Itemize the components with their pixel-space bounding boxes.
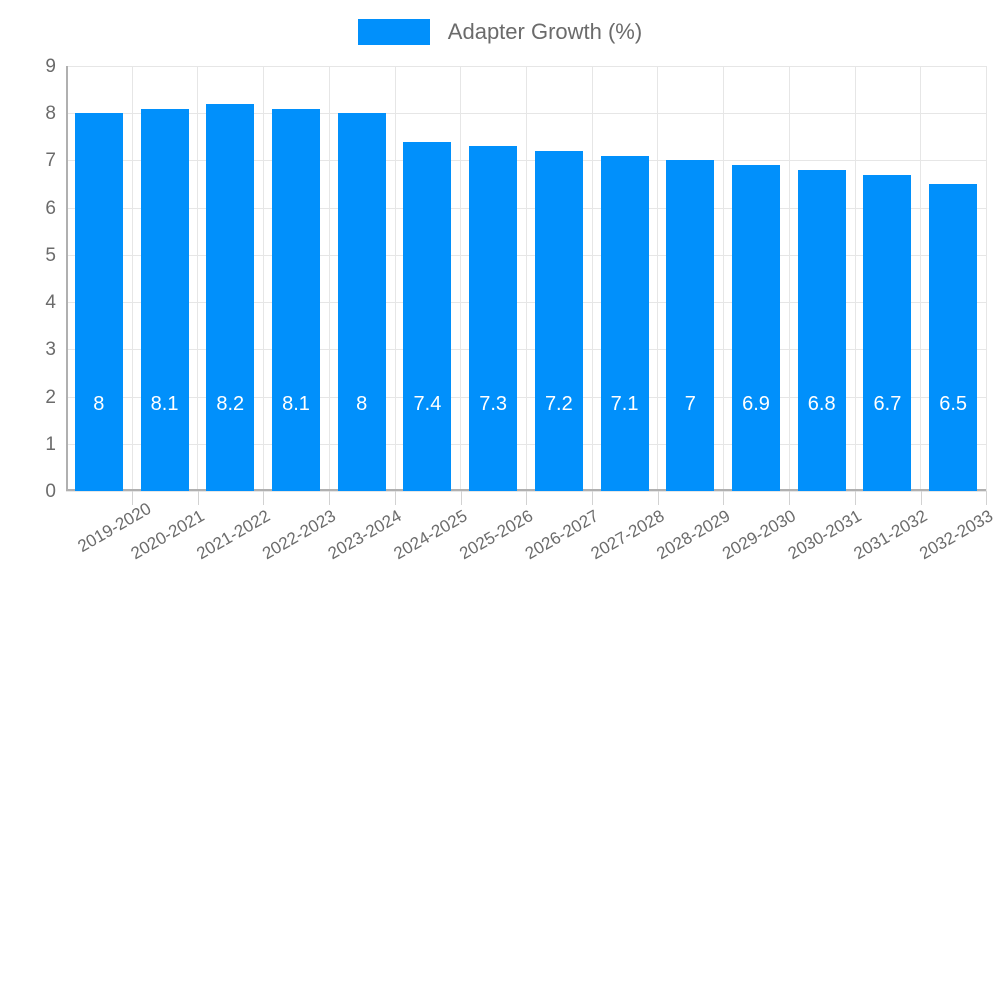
x-axis-tick-mark [329, 491, 331, 505]
gridline-vertical [591, 66, 593, 491]
x-axis-tick-mark [854, 491, 856, 505]
bar[interactable] [797, 169, 846, 491]
bar-column[interactable]: 8.2 [206, 66, 255, 491]
bar-value-label: 8.2 [216, 392, 245, 415]
bar[interactable] [863, 174, 912, 491]
gridline-horizontal [66, 491, 986, 492]
bar-column[interactable]: 6.7 [863, 66, 912, 491]
bar-column[interactable]: 8.1 [140, 66, 189, 491]
gridline-vertical [328, 66, 330, 491]
chart-legend: Adapter Growth (%) [0, 12, 1000, 52]
bar-value-label: 6.5 [939, 392, 968, 415]
gridline-vertical [460, 66, 462, 491]
y-axis-tick-label: 9 [45, 56, 56, 77]
x-axis-tick-labels: 2019-2020 2020-2021 2021-2022 2022-2023 2023… [66, 491, 996, 600]
y-axis-tick-label: 1 [45, 433, 56, 455]
x-axis-tick-mark [723, 491, 725, 505]
bar-value-label: 6.9 [742, 392, 770, 415]
legend-item-label: Adapter Growth (%) [447, 19, 643, 44]
y-axis-tick-label: 8 [45, 103, 56, 125]
bar-column[interactable]: 7.4 [403, 66, 452, 491]
x-axis-tick-mark [657, 491, 659, 505]
bar-series-adapter-growth: 8 8.1 8.2 8.1 8 7.4 7.3 7.2 7.1 7 6.9 6.8 6.7 6.5 [66, 66, 986, 491]
bar-column[interactable]: 7.1 [600, 66, 649, 491]
legend-item-adapter-growth[interactable]: Adapter Growth (%) [357, 19, 643, 45]
y-axis-tick-label: 6 [45, 197, 56, 219]
x-axis-tick-mark [132, 491, 133, 505]
bar[interactable] [140, 108, 189, 491]
bar[interactable] [929, 184, 978, 491]
bar-column[interactable]: 8.1 [272, 66, 320, 491]
bar[interactable] [74, 113, 123, 491]
x-axis-tick-mark [263, 491, 265, 505]
bar-value-label: 7.2 [544, 392, 573, 415]
gridline-vertical [197, 66, 199, 491]
bar[interactable] [469, 146, 518, 491]
bar-value-label: 7.1 [610, 392, 639, 415]
x-axis-tick-mark [394, 491, 396, 505]
bar-value-label: 7.4 [413, 392, 442, 415]
bar-value-label: 8.1 [150, 392, 179, 415]
bar[interactable] [403, 141, 452, 491]
gridline-vertical [657, 66, 659, 491]
bar-value-label: 6.7 [873, 392, 902, 415]
bar[interactable] [534, 151, 583, 491]
y-axis-tick-label: 5 [45, 244, 56, 266]
y-axis-tick-label: 7 [45, 150, 56, 172]
y-axis-tick-label: 2 [45, 386, 56, 408]
bar-value-label: 6.8 [807, 392, 836, 415]
bar-value-label: 7 [684, 392, 696, 415]
gridline-vertical [854, 66, 856, 491]
bar-column[interactable]: 7.3 [469, 66, 518, 491]
bar-value-label: 8.1 [282, 392, 310, 415]
bar-chart: Adapter Growth (%) 0 1 2 3 4 5 6 7 8 9 8 8.1 8.2 8.1… [0, 12, 1000, 600]
bar[interactable] [666, 160, 715, 491]
y-axis-tick-labels: 0 1 2 3 4 5 6 7 8 9 [10, 57, 56, 501]
gridline-vertical [788, 66, 790, 491]
gridline-vertical [920, 66, 922, 491]
gridline-vertical [394, 66, 396, 491]
bar[interactable] [206, 103, 255, 491]
bar-value-label: 8 [356, 392, 368, 415]
x-axis-tick-mark [920, 491, 922, 505]
bar[interactable] [337, 113, 386, 491]
x-axis-tick-mark [986, 491, 988, 505]
x-axis-tick-mark [526, 491, 528, 505]
bar[interactable] [600, 155, 649, 491]
bar-column[interactable]: 7.2 [534, 66, 583, 491]
gridline-vertical [723, 66, 725, 491]
bar[interactable] [272, 108, 320, 491]
gridline-vertical [263, 66, 265, 491]
x-axis-tick-mark [197, 491, 199, 505]
gridline-vertical [131, 66, 133, 491]
gridline-vertical [986, 66, 987, 491]
bar-value-label: 8 [93, 392, 105, 415]
x-axis-tick-mark [460, 491, 462, 505]
bar-column[interactable]: 8 [337, 66, 386, 491]
bar-column[interactable]: 8 [74, 66, 123, 491]
bar-column[interactable]: 6.5 [929, 66, 978, 491]
y-axis-tick-label: 3 [45, 339, 56, 361]
gridline-vertical [526, 66, 527, 491]
bar-column[interactable]: 6.9 [732, 66, 780, 491]
x-axis-tick-mark [789, 491, 791, 505]
bar[interactable] [732, 165, 780, 491]
y-axis-tick-label: 4 [45, 292, 56, 314]
bar-column[interactable]: 6.8 [797, 66, 846, 491]
axis-lines [66, 66, 986, 491]
legend-color-swatch-icon [357, 19, 430, 45]
y-axis-tick-label: 0 [45, 481, 56, 502]
bar-column[interactable]: 7 [666, 66, 715, 491]
plot-area: 8 8.1 8.2 8.1 8 7.4 7.3 7.2 7.1 7 6.9 6.8 6.7 6.5 [66, 66, 987, 492]
x-axis-tick-mark [592, 491, 593, 505]
bar-value-label: 7.3 [479, 392, 508, 415]
